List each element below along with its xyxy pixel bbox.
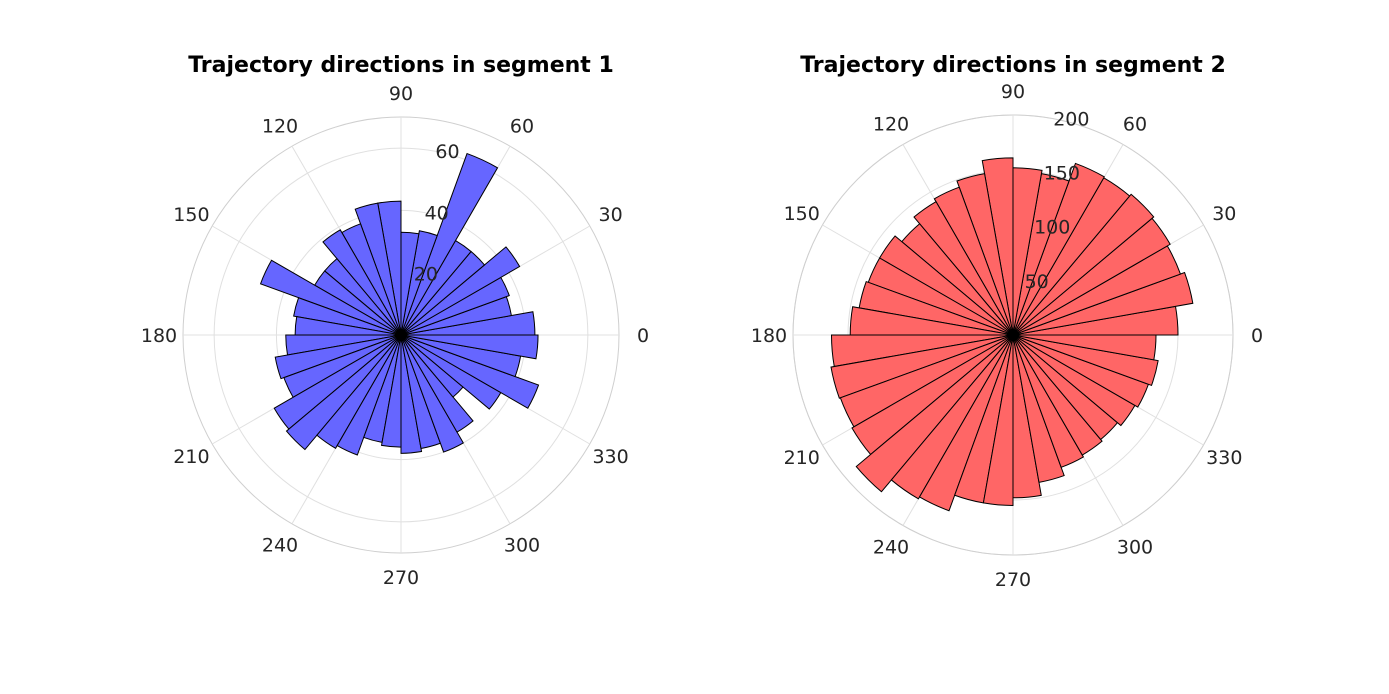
theta-tick-label: 90 [1001, 81, 1025, 103]
theta-tick-label: 180 [751, 325, 787, 347]
theta-tick-label: 270 [383, 567, 419, 589]
theta-tick-labels: 0 30 60 90 120 150 180 210 240 270 300 330 [141, 83, 649, 589]
histogram-bar [400, 334, 539, 360]
theta-tick-label: 0 [637, 325, 649, 347]
theta-tick-label: 300 [504, 535, 540, 557]
theta-tick-label: 210 [784, 447, 820, 469]
r-tick-label: 60 [435, 141, 459, 163]
theta-tick-label: 150 [173, 204, 209, 226]
histogram-bar [1012, 334, 1103, 456]
r-tick-labels: 50 100 150 200 [1025, 108, 1090, 292]
histogram-bar [293, 297, 402, 336]
theta-tick-label: 240 [873, 536, 909, 558]
histogram-bar [1012, 334, 1065, 483]
histogram-bar [918, 334, 1014, 512]
histogram-bar [259, 259, 402, 336]
theta-tick-label: 90 [389, 83, 413, 105]
theta-tick-label: 120 [873, 114, 909, 136]
theta-tick-label: 60 [510, 115, 534, 137]
theta-tick-label: 30 [1212, 203, 1236, 225]
histogram-bar [1012, 162, 1105, 336]
histogram-bar [400, 334, 474, 433]
histogram-bar [400, 334, 540, 409]
polar-chart-segment-1: Trajectory directions in segment 1 0 30 60… [141, 53, 649, 589]
theta-tick-label: 240 [262, 535, 298, 557]
chart-title: Trajectory directions in segment 2 [800, 53, 1226, 78]
r-tick-label: 200 [1053, 108, 1089, 130]
theta-tick-label: 0 [1251, 325, 1263, 347]
histogram-bar [1012, 334, 1157, 361]
r-tick-label: 40 [425, 202, 449, 224]
histogram-bar [1012, 193, 1155, 336]
histogram-bar [400, 246, 521, 336]
histogram-bar [1012, 271, 1194, 336]
r-tick-label: 50 [1025, 271, 1049, 293]
histogram-bar [913, 200, 1014, 336]
histogram-bar [400, 334, 464, 453]
theta-tick-label: 300 [1117, 536, 1153, 558]
theta-tick-label: 150 [784, 203, 820, 225]
histogram-bar [956, 173, 1014, 336]
theta-tick-label: 210 [173, 446, 209, 468]
histogram-bar [322, 229, 402, 336]
histogram-bar [1012, 334, 1159, 387]
r-tick-label: 150 [1044, 163, 1080, 185]
histogram-bar [1012, 334, 1085, 468]
theta-tick-labels: 0 30 60 90 120 150 180 210 240 270 300 330 [751, 81, 1263, 591]
r-tick-labels: 20 40 60 [414, 141, 460, 286]
theta-tick-label: 120 [262, 115, 298, 137]
theta-tick-label: 60 [1123, 114, 1147, 136]
theta-tick-label: 30 [599, 204, 623, 226]
r-tick-label: 100 [1034, 217, 1070, 239]
histogram-bar [830, 334, 1014, 399]
histogram-bar [285, 334, 402, 451]
histogram-bar [400, 230, 438, 336]
histogram-bar [336, 334, 402, 456]
chart-title: Trajectory directions in segment 1 [188, 53, 614, 78]
r-tick-label: 20 [414, 264, 438, 286]
histogram-bar [982, 334, 1014, 507]
histogram-bar [933, 186, 1014, 336]
histogram-bar [890, 334, 1014, 500]
histogram-bar [354, 202, 402, 336]
histogram-bar [316, 334, 402, 449]
histogram-bar [855, 334, 1014, 493]
theta-tick-label: 270 [995, 569, 1031, 591]
theta-tick-label: 330 [1206, 447, 1242, 469]
histogram-bars [830, 157, 1194, 512]
theta-tick-label: 180 [141, 325, 177, 347]
histogram-bar [400, 152, 499, 336]
histogram-bars [259, 152, 540, 456]
polar-chart-segment-2: Trajectory directions in segment 2 0 30 60… [751, 53, 1263, 591]
theta-tick-label: 330 [592, 446, 628, 468]
